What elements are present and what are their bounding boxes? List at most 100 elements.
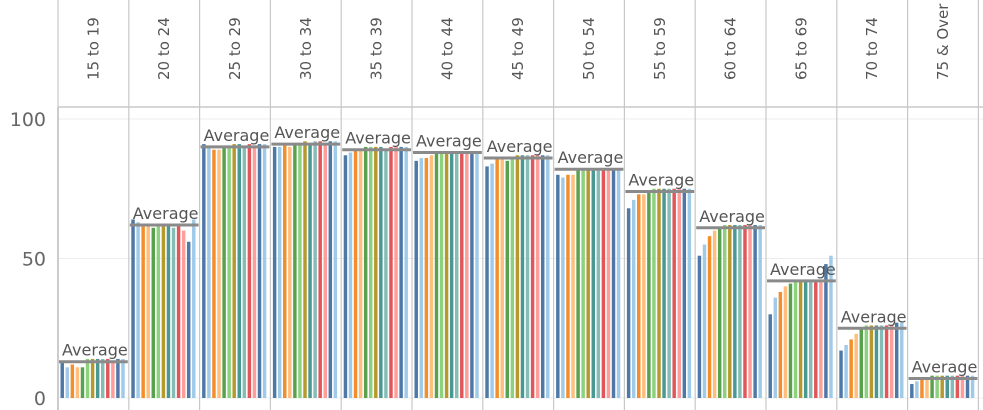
bar (379, 146, 383, 398)
bar (515, 155, 520, 398)
bar (819, 280, 823, 398)
bar (808, 280, 813, 398)
bar (242, 146, 247, 398)
bar (723, 225, 727, 398)
bar (156, 225, 161, 398)
bar (900, 322, 904, 398)
bar (525, 155, 530, 398)
bar (591, 169, 595, 398)
bar (490, 163, 494, 398)
bar (889, 325, 894, 398)
bar (606, 169, 611, 398)
bar (803, 280, 808, 398)
bar (854, 333, 858, 398)
bar (667, 188, 671, 398)
bar (414, 160, 418, 398)
bar (277, 146, 282, 398)
bar (217, 149, 221, 398)
average-reference-label: Average (558, 148, 624, 167)
column-header-label: 40 to 44 (438, 17, 456, 80)
bar (212, 149, 216, 398)
bar (561, 177, 565, 398)
bar (778, 291, 783, 398)
y-tick-label: 0 (34, 388, 46, 410)
bar (864, 325, 869, 398)
bar (136, 222, 140, 398)
bar (960, 375, 965, 398)
bar (495, 158, 499, 398)
bar (176, 225, 181, 398)
bar (652, 188, 656, 398)
bar (100, 358, 105, 398)
bar (399, 146, 403, 398)
bar (869, 325, 874, 398)
bar (237, 144, 241, 398)
bar (935, 375, 939, 398)
bar (470, 152, 474, 398)
bar (121, 358, 125, 398)
bar (728, 225, 732, 398)
bar (556, 174, 560, 398)
bar (288, 146, 292, 398)
average-reference-label: Average (204, 126, 270, 145)
bar (839, 350, 843, 398)
bar (945, 375, 949, 398)
bar (348, 152, 353, 398)
bar (181, 230, 186, 398)
average-reference-label: Average (912, 357, 978, 376)
bar (697, 255, 702, 398)
bar (611, 169, 616, 398)
bar (920, 378, 924, 398)
bar (657, 188, 661, 398)
bar (283, 144, 287, 398)
bar (894, 322, 899, 398)
bar (75, 367, 80, 398)
column-header-label: 55 to 59 (651, 17, 669, 80)
y-tick-label: 100 (10, 109, 46, 131)
average-reference-label: Average (416, 131, 482, 150)
bar (581, 169, 585, 398)
bar (748, 225, 752, 398)
bar (940, 375, 944, 398)
bar (631, 199, 636, 398)
bar (546, 155, 550, 398)
average-reference-label: Average (62, 341, 128, 360)
bar (394, 146, 398, 398)
bar (950, 375, 955, 398)
bar (318, 141, 322, 398)
bar (566, 174, 570, 398)
average-reference-label: Average (345, 129, 411, 148)
bar (637, 194, 641, 398)
bar (272, 146, 277, 398)
bar (95, 358, 100, 398)
bar (824, 264, 828, 398)
bar (232, 144, 236, 398)
bar (369, 146, 373, 398)
bar (743, 225, 747, 398)
bar (783, 286, 788, 398)
bar (768, 314, 772, 398)
bar (70, 364, 75, 398)
bar (596, 169, 601, 398)
bar (353, 149, 358, 398)
bar (313, 141, 317, 398)
bar (530, 155, 535, 398)
bar (930, 375, 934, 398)
bar (419, 158, 424, 398)
bar (106, 358, 110, 398)
bar (439, 152, 444, 398)
column-header-label: 50 to 54 (580, 17, 598, 80)
column-header-label: 45 to 49 (509, 17, 527, 80)
bar (758, 225, 762, 398)
bar (298, 144, 302, 398)
bar (738, 225, 742, 398)
bar (642, 194, 646, 398)
bar (116, 358, 120, 398)
column-header-label: 30 to 34 (297, 17, 315, 80)
bar (601, 169, 606, 398)
bar (626, 208, 631, 398)
bar (80, 367, 85, 398)
bar (333, 141, 338, 398)
bar (374, 146, 378, 398)
bar (454, 152, 459, 398)
